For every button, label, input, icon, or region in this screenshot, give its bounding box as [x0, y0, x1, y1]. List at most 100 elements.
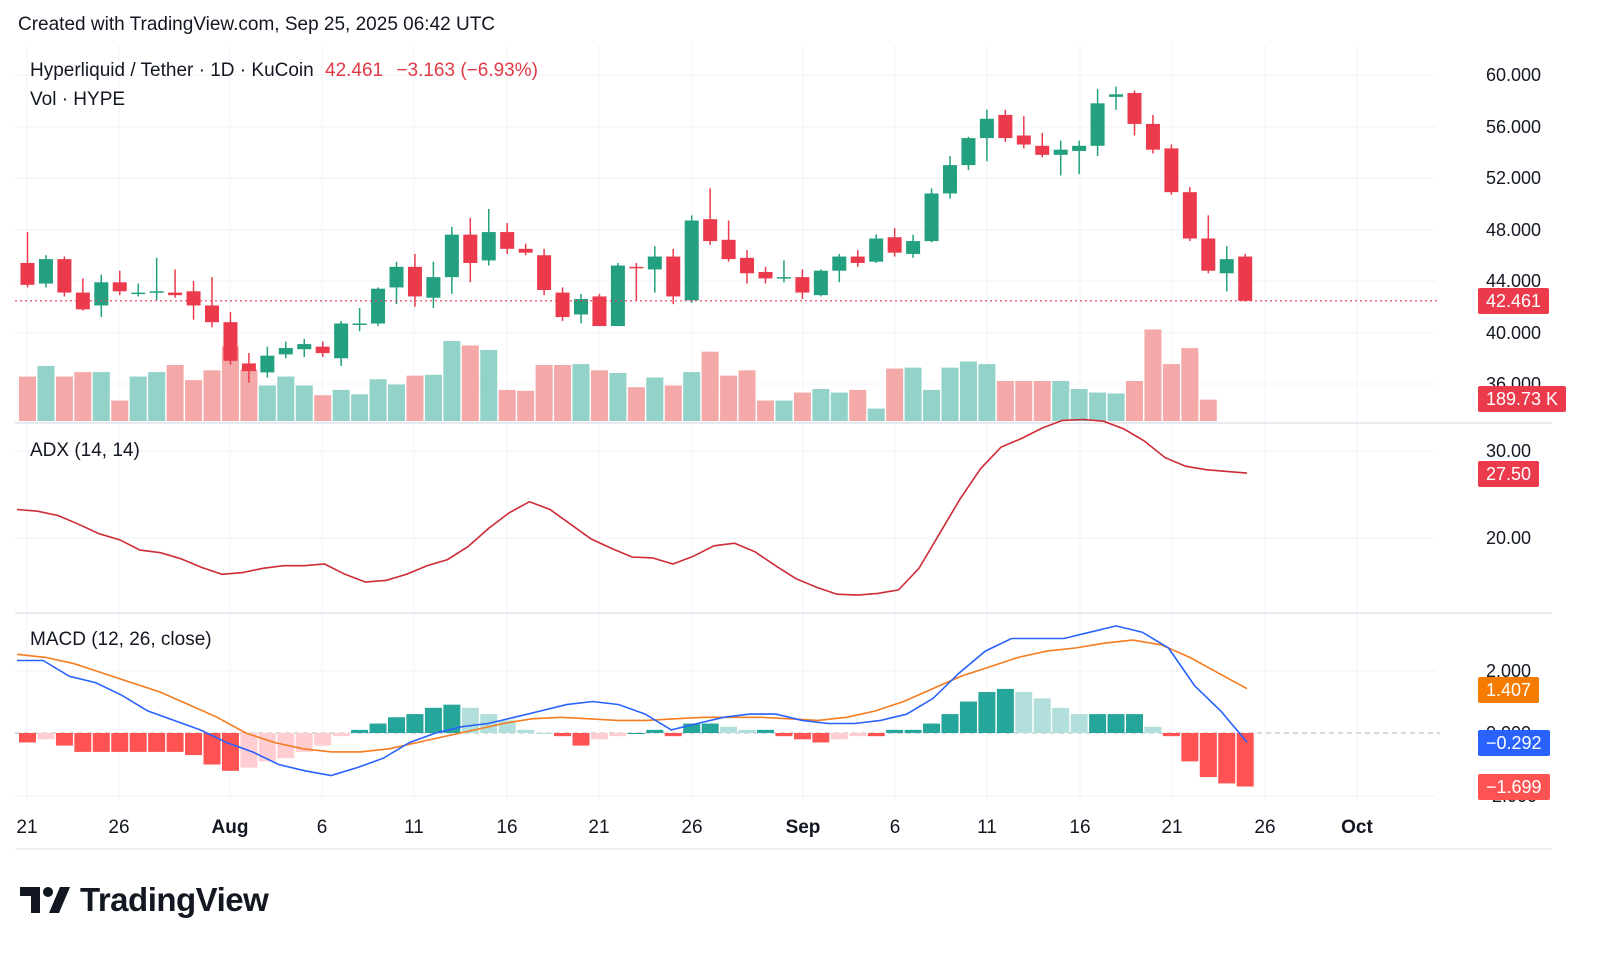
tradingview-logo[interactable]: TradingView	[20, 880, 269, 920]
price-axis-label: 60.000	[1486, 65, 1542, 85]
price-axis-label: 40.000	[1486, 323, 1542, 343]
price-change: −3.163 (−6.93%)	[396, 60, 538, 81]
candle-body	[555, 292, 570, 318]
candle-body	[223, 322, 238, 361]
macd-histogram-bar	[351, 729, 369, 733]
macd-histogram-bar	[886, 729, 904, 733]
time-axis-label: Sep	[785, 817, 821, 838]
time-axis-label: 26	[1254, 817, 1276, 838]
volume-bar	[221, 346, 239, 421]
volume-bar	[775, 400, 793, 421]
tradingview-logo-icon	[20, 887, 70, 913]
volume-bar	[517, 390, 535, 421]
macd-histogram-bar	[74, 733, 92, 752]
volume-bar	[757, 400, 774, 421]
candle-body	[205, 305, 219, 323]
macd-histogram-bar	[720, 726, 738, 733]
volume-bar	[369, 379, 387, 421]
volume-bar	[148, 372, 166, 421]
volume-bar	[996, 381, 1014, 421]
macd-histogram-bar	[867, 733, 885, 737]
volume-bar	[295, 385, 313, 421]
volume-bar	[240, 369, 258, 421]
adx-badge: 27.50	[1478, 461, 1540, 487]
macd-histogram-bar	[1144, 726, 1162, 733]
candle-body	[260, 355, 275, 373]
macd-histogram-bar	[1218, 733, 1236, 784]
macd-histogram-bar	[295, 733, 313, 752]
candle-body	[94, 282, 109, 306]
macd-histogram-bar	[314, 733, 332, 746]
candle-body	[1201, 238, 1216, 271]
volume-bar	[1126, 381, 1143, 421]
volume-bar	[572, 364, 590, 421]
candle-body	[1127, 93, 1142, 124]
macd-histogram-bar	[941, 714, 959, 733]
macd-histogram-bar	[627, 733, 645, 734]
symbol-label: Hyperliquid / Tether · 1D · KuCoin	[30, 60, 314, 81]
volume-bar	[1199, 399, 1217, 421]
candle-body	[297, 344, 312, 350]
macd-histogram-bar	[166, 733, 184, 752]
candle-body	[629, 266, 644, 269]
volume-bar	[424, 374, 442, 421]
macd-histogram-bar	[19, 733, 36, 743]
candle-body	[795, 277, 810, 293]
candle-body	[998, 114, 1013, 139]
candle-body	[1145, 123, 1160, 150]
volume-bar	[959, 361, 977, 421]
volume-bar	[701, 351, 719, 421]
time-axis-label: Oct	[1341, 817, 1373, 838]
price-axis-label: 52.000	[1486, 168, 1542, 188]
candle-body	[924, 193, 939, 242]
macd-histogram-bar	[978, 692, 996, 733]
time-axis-label: 6	[316, 817, 328, 838]
candle-body	[776, 277, 791, 279]
volume-bar	[258, 385, 276, 421]
candle-body	[647, 256, 662, 270]
macd-histogram-bar	[830, 733, 848, 740]
candle-body	[518, 248, 533, 253]
candle-body	[1182, 192, 1197, 239]
candle-body	[186, 291, 201, 306]
macd-histogram-bar	[775, 733, 793, 737]
symbol-legend[interactable]: Hyperliquid / Tether · 1D · KuCoin 42.46…	[30, 60, 538, 82]
volume-bar	[720, 375, 738, 421]
time-axis-label: 21	[1161, 817, 1183, 838]
volume-bar	[1089, 392, 1107, 421]
adx-axis-label: 20.00	[1486, 528, 1532, 548]
macd-histogram-bar	[129, 733, 147, 752]
macd-legend[interactable]: MACD (12, 26, close)	[30, 629, 212, 650]
time-axis-label: 11	[404, 817, 424, 838]
macd-histogram-bar	[517, 729, 535, 733]
volume-bar	[978, 364, 996, 421]
candle-body	[444, 234, 459, 278]
created-with-text: Created with TradingView.com, Sep 25, 20…	[18, 14, 496, 35]
macd-histogram-bar	[55, 733, 73, 746]
volume-bar	[738, 370, 756, 421]
macd-histogram-bar	[609, 733, 627, 737]
volume-bar	[166, 365, 184, 421]
candle-body	[887, 237, 902, 253]
volume-bar	[609, 373, 627, 421]
adx-axis-label: 30.00	[1486, 441, 1532, 461]
volume-bar	[443, 341, 461, 421]
volume-bar	[129, 376, 147, 421]
candle-body	[463, 234, 478, 263]
macd-histogram-bar	[369, 723, 387, 733]
macd-signal-line	[16, 639, 1248, 753]
volume-bar	[793, 392, 811, 421]
macd-histogram-bar	[148, 733, 166, 752]
volume-bar	[1162, 364, 1180, 421]
macd-histogram-bar	[1181, 733, 1199, 762]
candle-body	[131, 292, 146, 295]
candle-body	[592, 296, 607, 327]
candle-body	[481, 232, 496, 261]
volume-legend[interactable]: Vol · HYPE	[30, 89, 126, 110]
volume-bar	[554, 365, 572, 421]
macd-histogram-bar	[996, 688, 1014, 733]
adx-legend[interactable]: ADX (14, 14)	[30, 440, 140, 461]
candle-body	[1035, 145, 1050, 155]
macd-histogram-bar	[258, 733, 276, 762]
